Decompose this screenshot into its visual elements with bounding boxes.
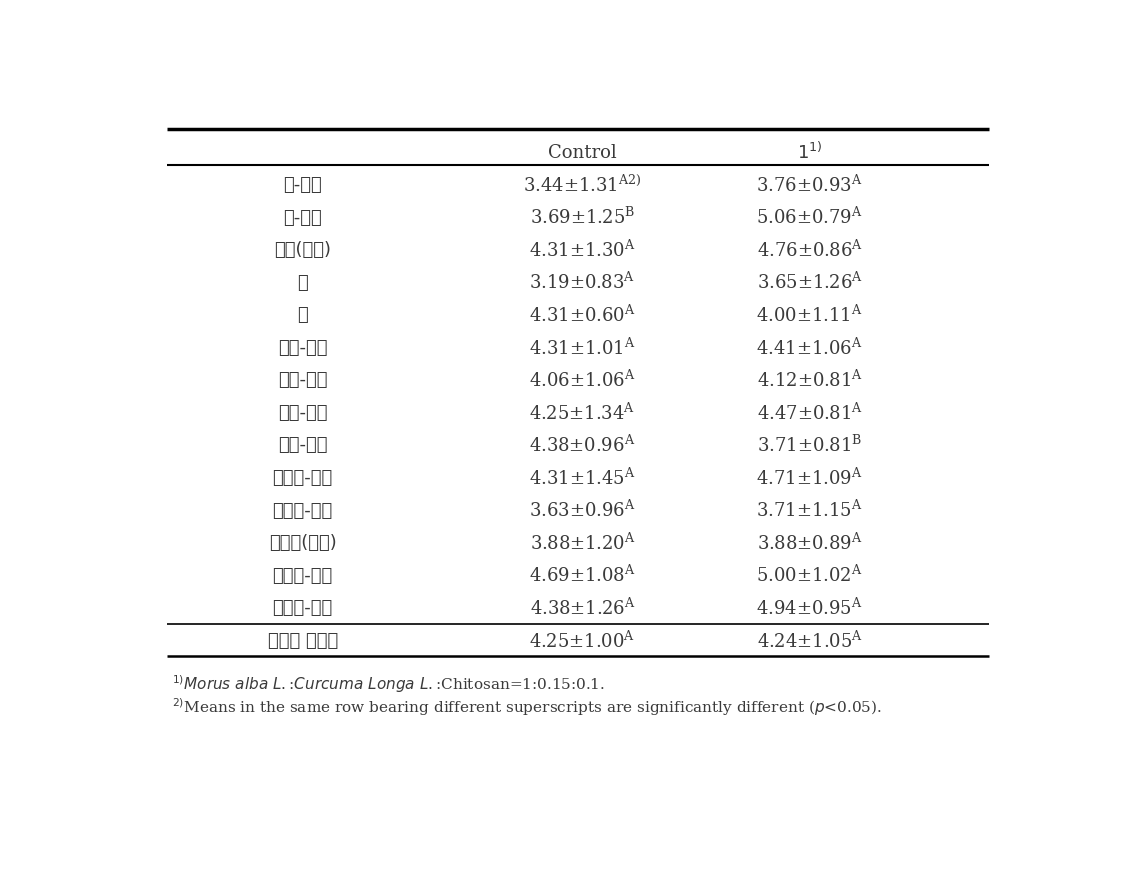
Text: 4.31±1.45$^{\mathregular{A}}$: 4.31±1.45$^{\mathregular{A}}$ (529, 467, 636, 488)
Text: 4.31±1.01$^{\mathregular{A}}$: 4.31±1.01$^{\mathregular{A}}$ (529, 337, 636, 358)
Text: 4.38±1.26$^{\mathregular{A}}$: 4.38±1.26$^{\mathregular{A}}$ (529, 597, 635, 618)
Text: 부착성-외부: 부착성-외부 (273, 566, 333, 584)
Text: 질감-외부: 질감-외부 (277, 338, 327, 356)
Text: 4.25±1.00$^{\mathregular{A}}$: 4.25±1.00$^{\mathregular{A}}$ (529, 629, 635, 651)
Text: 3.63±0.96$^{\mathregular{A}}$: 3.63±0.96$^{\mathregular{A}}$ (529, 500, 636, 521)
Text: 색-내부: 색-내부 (283, 209, 323, 226)
Text: 탄력성-외부: 탄력성-외부 (273, 468, 333, 487)
Text: 4.24±1.05$^{\mathregular{A}}$: 4.24±1.05$^{\mathregular{A}}$ (757, 629, 863, 651)
Text: 부착성-내부: 부착성-내부 (273, 599, 333, 616)
Text: 질감-내부: 질감-내부 (277, 371, 327, 389)
Text: 3.88±0.89$^{\mathregular{A}}$: 3.88±0.89$^{\mathregular{A}}$ (757, 532, 863, 553)
Text: 4.71±1.09$^{\mathregular{A}}$: 4.71±1.09$^{\mathregular{A}}$ (757, 467, 863, 488)
Text: 전체적 호감도: 전체적 호감도 (267, 631, 338, 649)
Text: 3.19±0.83$^{\mathregular{A}}$: 3.19±0.83$^{\mathregular{A}}$ (529, 272, 635, 293)
Text: $^{1)}$$\mathit{Morus\ alba\ L.}$:$\mathit{Curcuma\ Longa\ L.}$:Chitosan=1:0.15:: $^{1)}$$\mathit{Morus\ alba\ L.}$:$\math… (171, 673, 605, 694)
Text: 4.31±0.60$^{\mathregular{A}}$: 4.31±0.60$^{\mathregular{A}}$ (529, 304, 636, 326)
Text: 4.25±1.34$^{\mathregular{A}}$: 4.25±1.34$^{\mathregular{A}}$ (529, 401, 635, 423)
Text: 4.38±0.96$^{\mathregular{A}}$: 4.38±0.96$^{\mathregular{A}}$ (529, 434, 635, 455)
Text: $^{2)}$Means in the same row bearing different superscripts are significantly di: $^{2)}$Means in the same row bearing dif… (171, 696, 881, 717)
Text: 4.41±1.06$^{\mathregular{A}}$: 4.41±1.06$^{\mathregular{A}}$ (757, 337, 863, 358)
Text: 향: 향 (298, 274, 308, 291)
Text: 맛: 맛 (298, 306, 308, 324)
Text: 3.65±1.26$^{\mathregular{A}}$: 3.65±1.26$^{\mathregular{A}}$ (757, 272, 863, 293)
Text: Control: Control (548, 143, 617, 162)
Text: 3.76±0.93$^{\mathregular{A}}$: 3.76±0.93$^{\mathregular{A}}$ (757, 174, 863, 196)
Text: 4.76±0.86$^{\mathregular{A}}$: 4.76±0.86$^{\mathregular{A}}$ (757, 239, 863, 261)
Text: 4.69±1.08$^{\mathregular{A}}$: 4.69±1.08$^{\mathregular{A}}$ (529, 565, 636, 586)
Text: 4.00±1.11$^{\mathregular{A}}$: 4.00±1.11$^{\mathregular{A}}$ (757, 304, 863, 326)
Text: 4.47±0.81$^{\mathregular{A}}$: 4.47±0.81$^{\mathregular{A}}$ (757, 401, 863, 423)
Text: 5.06±0.79$^{\mathregular{A}}$: 5.06±0.79$^{\mathregular{A}}$ (757, 207, 863, 228)
Text: $1^{1)}$: $1^{1)}$ (797, 142, 822, 163)
Text: 4.31±1.30$^{\mathregular{A}}$: 4.31±1.30$^{\mathregular{A}}$ (529, 239, 636, 261)
Text: 3.44±1.31$^{\mathregular{A2)}}$: 3.44±1.31$^{\mathregular{A2)}}$ (523, 174, 642, 196)
Text: 5.00±1.02$^{\mathregular{A}}$: 5.00±1.02$^{\mathregular{A}}$ (757, 565, 863, 586)
Text: 3.71±0.81$^{\mathregular{B}}$: 3.71±0.81$^{\mathregular{B}}$ (757, 434, 863, 455)
Text: 경도-내부: 경도-내부 (277, 436, 327, 454)
Text: 경도-외부: 경도-외부 (277, 403, 327, 421)
Text: 다즙성(내부): 다즙성(내부) (268, 534, 336, 552)
Text: 4.12±0.81$^{\mathregular{A}}$: 4.12±0.81$^{\mathregular{A}}$ (757, 369, 863, 390)
Text: 4.94±0.95$^{\mathregular{A}}$: 4.94±0.95$^{\mathregular{A}}$ (757, 597, 863, 618)
Text: 3.69±1.25$^{\mathregular{B}}$: 3.69±1.25$^{\mathregular{B}}$ (530, 207, 635, 228)
Text: 색-외부: 색-외부 (283, 176, 323, 194)
Text: 4.06±1.06$^{\mathregular{A}}$: 4.06±1.06$^{\mathregular{A}}$ (529, 369, 636, 390)
Text: 3.71±1.15$^{\mathregular{A}}$: 3.71±1.15$^{\mathregular{A}}$ (757, 500, 863, 521)
Text: 탄력성-내부: 탄력성-내부 (273, 501, 333, 519)
Text: 3.88±1.20$^{\mathregular{A}}$: 3.88±1.20$^{\mathregular{A}}$ (530, 532, 635, 553)
Text: 형태(단면): 형태(단면) (274, 241, 332, 259)
